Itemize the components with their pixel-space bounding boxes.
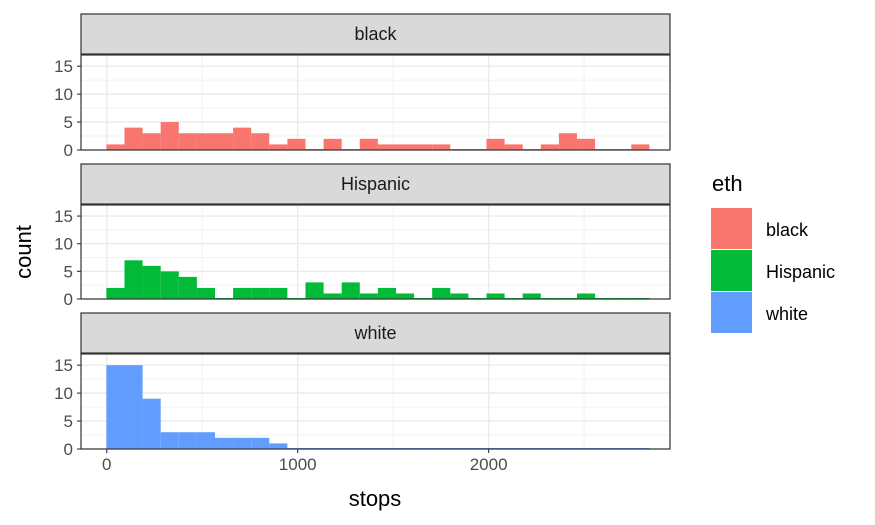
histogram-bar — [414, 144, 433, 150]
histogram-bar — [269, 443, 288, 449]
histogram-bar — [178, 276, 197, 299]
y-tick-label: 15 — [54, 57, 73, 76]
x-tick-label: 1000 — [279, 455, 317, 474]
y-tick-label: 0 — [64, 440, 73, 459]
y-tick-label: 5 — [64, 412, 73, 431]
legend-key-black — [711, 208, 752, 249]
histogram-bar — [522, 293, 541, 299]
facet-strip — [80, 163, 671, 205]
legend-label-white: white — [765, 304, 808, 324]
y-tick-label: 5 — [64, 262, 73, 281]
histogram-bar — [486, 138, 505, 150]
legend-label-black: black — [766, 220, 809, 240]
facet-strip-label: black — [354, 24, 397, 44]
y-tick-label: 10 — [54, 384, 73, 403]
histogram-bar — [251, 287, 270, 299]
legend-title: eth — [712, 171, 743, 196]
histogram-bar — [576, 138, 596, 150]
histogram-bar — [124, 260, 143, 299]
histogram-bar — [395, 293, 415, 299]
histogram-bar — [106, 365, 125, 449]
legend: eth black Hispanic white — [711, 171, 835, 333]
histogram-bar — [160, 122, 179, 150]
histogram-bar — [558, 133, 577, 150]
histogram-bar — [359, 138, 378, 150]
histogram-bar — [305, 282, 324, 299]
histogram-bar — [432, 287, 451, 299]
histogram-bar — [196, 133, 215, 150]
histogram-bar — [251, 437, 270, 449]
facet-hispanic: Hispanic 0 5 10 15 — [54, 163, 671, 309]
y-tick-label: 0 — [64, 290, 73, 309]
histogram-bar — [486, 293, 505, 299]
histogram-bar — [178, 133, 197, 150]
histogram-bar — [160, 271, 179, 299]
histogram-bar — [178, 432, 197, 449]
histogram-bar — [323, 138, 342, 150]
y-axis-title: count — [11, 225, 36, 279]
histogram-bar — [269, 144, 288, 150]
histogram-bar — [106, 144, 125, 150]
facet-black: black 0 5 10 15 — [54, 13, 671, 160]
histogram-bar — [359, 293, 378, 299]
facet-white: white 0 5 10 15 — [54, 312, 671, 459]
histogram-bar — [251, 133, 270, 150]
histogram-bar — [323, 293, 342, 299]
histogram-bar — [269, 287, 288, 299]
x-axis-title: stops — [349, 486, 402, 511]
histogram-bar — [196, 432, 215, 449]
histogram-bar — [341, 282, 360, 299]
histogram-bar — [233, 437, 252, 449]
facet-panels: black 0 5 10 15 Hispanic 0 5 10 15 white 0 5 10 15 — [54, 13, 671, 459]
y-tick-label: 15 — [54, 207, 73, 226]
histogram-bar — [142, 265, 161, 299]
panel-border — [80, 54, 671, 151]
histogram-bar — [432, 144, 451, 150]
y-tick-label: 10 — [54, 85, 73, 104]
facet-strip — [80, 13, 671, 55]
histogram-bar — [450, 293, 469, 299]
legend-key-hispanic — [711, 250, 752, 291]
histogram-bar — [106, 287, 125, 299]
histogram-bar — [233, 287, 252, 299]
histogram-bar — [377, 144, 396, 150]
x-axis: 0 1000 2000 — [102, 449, 508, 474]
facet-strip-label: white — [353, 323, 396, 343]
histogram-bar — [124, 365, 143, 449]
panel-border — [80, 353, 671, 450]
histogram-bar — [196, 287, 215, 299]
histogram-bar — [214, 133, 234, 150]
x-tick-label: 0 — [102, 455, 111, 474]
legend-key-white — [711, 292, 752, 333]
histogram-bar — [576, 293, 596, 299]
histogram-bar — [233, 127, 252, 150]
histogram-bar — [142, 133, 161, 150]
histogram-bar — [287, 138, 306, 150]
histogram-bar — [124, 127, 143, 150]
histogram-bar — [142, 398, 161, 449]
histogram-bar — [631, 144, 650, 150]
histogram-bar — [160, 432, 179, 449]
histogram-bar — [395, 144, 415, 150]
panel-border — [80, 204, 671, 300]
histogram-bar — [377, 287, 396, 299]
facet-strip-label: Hispanic — [341, 174, 410, 194]
histogram-bar — [504, 144, 523, 150]
legend-label-hispanic: Hispanic — [766, 262, 835, 282]
facet-strip — [80, 312, 671, 354]
y-tick-label: 0 — [64, 141, 73, 160]
y-tick-label: 15 — [54, 356, 73, 375]
x-tick-label: 2000 — [470, 455, 508, 474]
y-tick-label: 10 — [54, 235, 73, 254]
y-tick-label: 5 — [64, 113, 73, 132]
histogram-bar — [214, 437, 234, 449]
histogram-bar — [540, 144, 559, 150]
